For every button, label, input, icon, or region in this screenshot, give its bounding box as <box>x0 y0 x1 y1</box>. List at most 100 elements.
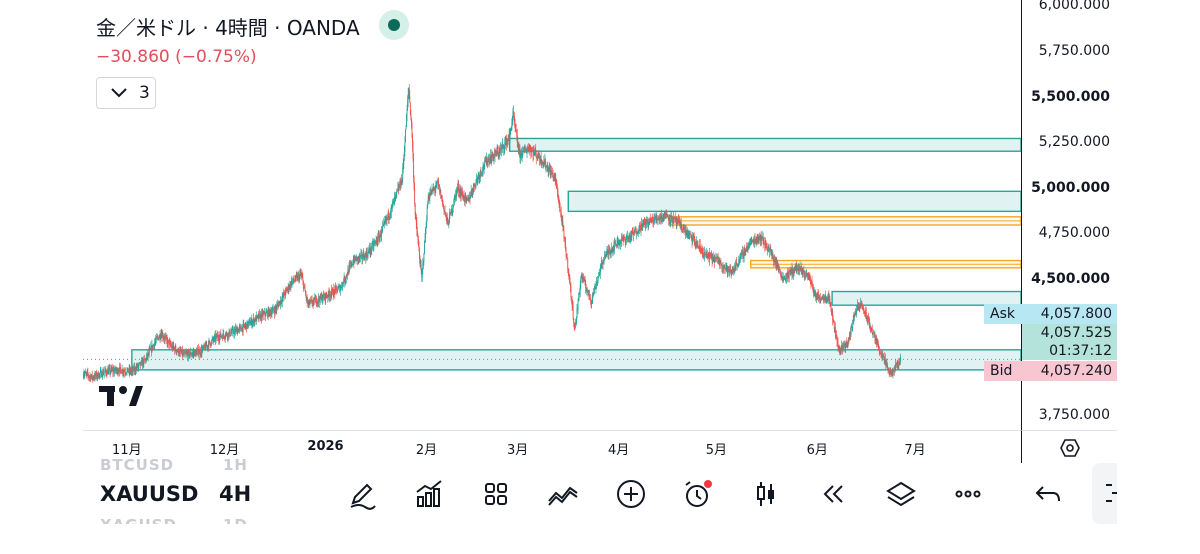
candle-body <box>489 159 491 163</box>
layers-icon[interactable] <box>884 477 918 511</box>
indicator-collapse-button[interactable]: 3 <box>96 77 156 109</box>
candle-body <box>148 352 150 354</box>
candle-body <box>559 202 561 209</box>
candle-body <box>318 297 320 300</box>
candle-body <box>319 299 321 303</box>
candle-body <box>836 335 838 342</box>
candle-body <box>658 218 660 221</box>
prev-symbol[interactable]: BTCUSD <box>100 456 175 474</box>
candle-body <box>336 286 337 289</box>
candle-body <box>362 258 364 259</box>
candle-body <box>510 129 512 131</box>
candle-body <box>579 291 581 293</box>
candle-body <box>509 134 511 136</box>
add-icon[interactable] <box>614 477 648 511</box>
candle-body <box>121 372 122 374</box>
candle-body <box>428 198 430 200</box>
candle-body <box>649 218 651 220</box>
candle-body <box>417 236 419 241</box>
candle-body <box>896 362 898 365</box>
candle-body <box>786 274 788 277</box>
candle-body <box>350 264 352 266</box>
candle-body <box>813 288 815 294</box>
candle-body <box>100 371 102 372</box>
candle-body <box>882 353 884 358</box>
candle-body <box>423 241 425 255</box>
candle-body <box>652 219 654 224</box>
candle-body <box>583 276 584 281</box>
candle-body <box>709 253 711 255</box>
candle-body <box>527 148 529 150</box>
candle-body <box>438 184 440 186</box>
candle-body <box>793 268 795 271</box>
candle-body <box>486 157 488 164</box>
candle-body <box>402 163 404 168</box>
candle-body <box>113 369 115 373</box>
undo-icon[interactable] <box>1031 477 1065 511</box>
candle-body <box>739 256 741 261</box>
fullscreen-icon[interactable] <box>1092 463 1117 524</box>
candles-icon[interactable] <box>749 477 783 511</box>
next-timeframe[interactable]: 1D <box>223 516 248 524</box>
candle-body <box>647 221 649 226</box>
candle-body <box>436 182 438 184</box>
candle-body <box>315 298 317 304</box>
candle-body <box>378 237 380 241</box>
candle-body <box>872 332 874 334</box>
indicators-icon[interactable] <box>412 477 446 511</box>
candle-body <box>271 312 273 315</box>
candle-body <box>857 305 859 308</box>
symbol-selector[interactable]: XAUUSD <box>100 482 199 506</box>
candle-body <box>269 309 271 312</box>
replay-icon[interactable] <box>816 477 850 511</box>
candle-body <box>537 157 539 159</box>
candle-body <box>179 350 181 354</box>
candle-body <box>860 303 862 307</box>
candle-body <box>471 191 473 194</box>
candle-body <box>443 206 445 212</box>
timeframe-selector[interactable]: 4H <box>219 482 252 506</box>
candle-body <box>845 342 847 345</box>
candle-body <box>606 251 608 253</box>
candle-body <box>222 336 223 339</box>
candle-body <box>282 294 284 298</box>
candle-body <box>301 276 303 279</box>
candle-body <box>146 356 147 361</box>
more-icon[interactable] <box>951 477 985 511</box>
candle-body <box>805 276 807 277</box>
candle-body <box>156 337 158 338</box>
candle-body <box>674 218 676 219</box>
candle-body <box>91 374 93 377</box>
compare-icon[interactable] <box>546 477 580 511</box>
candle-body <box>555 178 557 180</box>
candle-body <box>635 229 637 230</box>
grid-icon[interactable] <box>479 477 513 511</box>
market-status-icon[interactable] <box>379 10 409 40</box>
price-axis[interactable]: 6,000.000 5,750.000 5,500.000 5,250.000 5,00… <box>984 0 1117 430</box>
candle-body <box>883 356 885 361</box>
candle-body <box>732 270 734 273</box>
candle-body <box>414 188 416 204</box>
candle-body <box>459 190 461 194</box>
price-tick-label: 6,000.000 <box>1038 0 1110 14</box>
candle-body <box>482 171 483 173</box>
candle-body <box>375 240 377 242</box>
candle-body <box>446 218 448 221</box>
candle-body <box>730 272 732 275</box>
candle-body <box>511 122 513 130</box>
candle-body <box>820 297 822 301</box>
candle-body <box>169 342 171 346</box>
alert-icon[interactable] <box>681 477 715 511</box>
chart-settings-button[interactable] <box>1021 430 1117 464</box>
candle-body <box>648 222 650 226</box>
candle-body <box>844 343 846 346</box>
candle-body <box>638 231 640 233</box>
chart-plot[interactable] <box>83 0 1021 430</box>
candle-body <box>224 337 226 339</box>
pen-icon[interactable] <box>345 477 379 511</box>
next-symbol[interactable]: XAGUSD <box>100 516 177 524</box>
candle-body <box>870 328 872 330</box>
time-axis[interactable]: 11月 12月 2026 2月 3月 4月 5月 6月 7月 <box>83 430 1021 464</box>
prev-timeframe[interactable]: 1H <box>223 456 248 474</box>
candle-body <box>512 111 514 120</box>
